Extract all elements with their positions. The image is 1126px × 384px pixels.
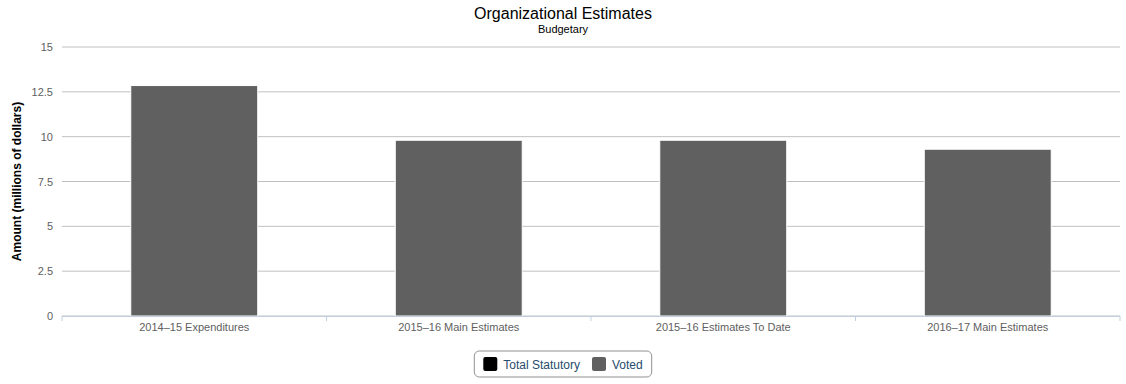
bars — [131, 86, 1051, 316]
bar — [924, 149, 1051, 150]
bar — [924, 149, 1051, 316]
x-tick-label: 2014–15 Expenditures — [139, 321, 250, 333]
y-tick-label: 10 — [41, 131, 53, 143]
chart-container: Organizational EstimatesBudgetary Amount … — [0, 0, 1126, 384]
legend-symbol — [592, 357, 606, 371]
y-tick-label: 5 — [47, 220, 53, 232]
x-tick — [1120, 316, 1121, 321]
bar — [660, 140, 787, 141]
bar — [131, 86, 258, 316]
x-tick — [326, 316, 327, 321]
legend-label: Voted — [612, 358, 643, 372]
bar — [660, 140, 787, 316]
y-tick-label: 15 — [41, 41, 53, 53]
x-tick-label: 2015–16 Main Estimates — [398, 321, 520, 333]
x-tick — [62, 316, 63, 321]
bar — [395, 140, 522, 316]
bar — [395, 140, 522, 141]
legend-box — [474, 351, 651, 377]
y-tick-label: 12.5 — [32, 86, 53, 98]
legend-label: Total Statutory — [503, 358, 580, 372]
y-axis-title: Amount (millions of dollars) — [10, 102, 24, 261]
subtitle: Budgetary — [538, 23, 589, 35]
title: Organizational Estimates — [474, 5, 652, 22]
y-tick-label: 7.5 — [38, 176, 53, 188]
y-tick-label: 0 — [47, 310, 53, 322]
bar — [131, 85, 258, 86]
legend-symbol — [483, 357, 497, 371]
y-tick-label: 2.5 — [38, 265, 53, 277]
legend: Total Statutory Voted — [474, 351, 651, 377]
chart-svg: Organizational EstimatesBudgetary Amount … — [0, 0, 1126, 384]
x-tick-label: 2016–17 Main Estimates — [927, 321, 1049, 333]
x-tick — [855, 316, 856, 321]
x-tick-label: 2015–16 Estimates To Date — [656, 321, 791, 333]
grid-line — [62, 47, 1120, 48]
x-tick — [591, 316, 592, 321]
